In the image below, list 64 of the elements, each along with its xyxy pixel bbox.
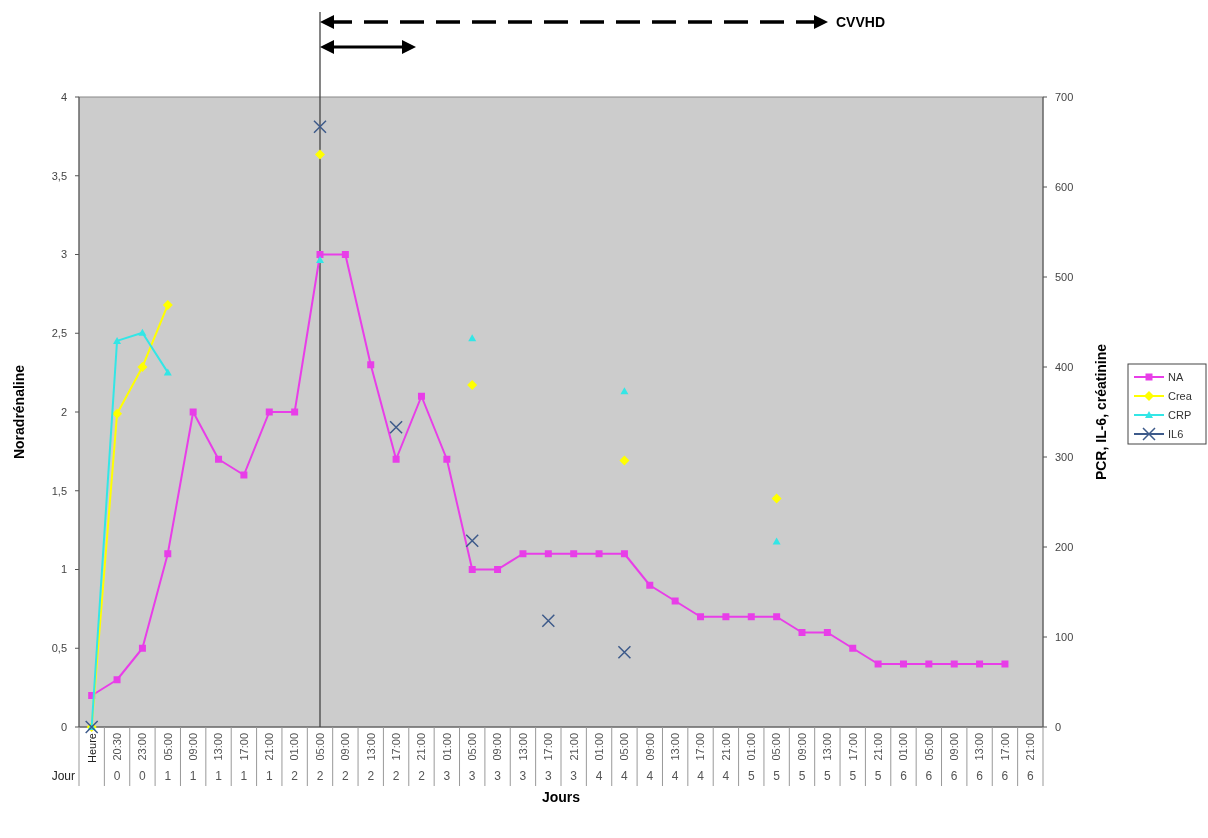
x-tick-label: 05:00 5 xyxy=(770,733,783,783)
x-tick-label: 21:00 6 xyxy=(1024,733,1037,783)
x-tick-label: 20:30 0 xyxy=(110,733,123,783)
x-tick-label: 13:00 3 xyxy=(516,733,529,783)
x-tick-label: 17:00 6 xyxy=(998,733,1011,783)
x-tick-label: 13:00 2 xyxy=(364,733,377,783)
x-tick-label: 21:00 1 xyxy=(263,733,276,783)
y-tick-label: 2 xyxy=(60,405,67,418)
x-tick-label: 21:00 3 xyxy=(567,733,580,783)
x-tick-label: 09:00 5 xyxy=(795,733,808,783)
x-tick-label: 01:00 6 xyxy=(897,733,910,783)
x-tick-label: 13:00 4 xyxy=(669,733,682,783)
x-tick-label: 01:00 5 xyxy=(745,733,758,783)
x-axis-title: Jours xyxy=(541,789,581,805)
x-tick-label: 05:00 3 xyxy=(466,733,479,783)
y2-tick-label: 300 xyxy=(1055,450,1074,463)
x-tick-label: 21:00 2 xyxy=(415,733,428,783)
y-tick-label: 3 xyxy=(60,248,67,261)
legend-label: NA xyxy=(1168,370,1184,383)
x-tick-label: 09:00 3 xyxy=(491,733,504,783)
y-tick-label: 3,5 xyxy=(51,169,67,182)
text: CVVHD xyxy=(836,13,886,30)
x-tick-label: 17:00 5 xyxy=(846,733,859,783)
x-tick-label: 21:00 5 xyxy=(871,733,884,783)
x-tick-label: 17:00 1 xyxy=(237,733,250,783)
y-tick-label: 1,5 xyxy=(51,484,67,497)
x-tick-label: 01:00 4 xyxy=(592,733,605,783)
y2-tick-label: 100 xyxy=(1055,630,1074,643)
y-tick-label: 4 xyxy=(60,90,67,103)
y-tick-label: 0,5 xyxy=(51,642,67,655)
y-tick-label: 2,5 xyxy=(51,327,67,340)
y2-tick-label: 700 xyxy=(1055,90,1074,103)
y2-tick-label: 600 xyxy=(1055,180,1074,193)
y-tick-label: 0 xyxy=(60,720,67,733)
y2-tick-label: 200 xyxy=(1055,540,1074,553)
x-tick-label: 17:00 3 xyxy=(542,733,555,783)
x-tick-label: 01:00 3 xyxy=(440,733,453,783)
x-tick-label: 17:00 4 xyxy=(694,733,707,783)
legend-label: CRP xyxy=(1168,408,1192,421)
x-tick-label: 05:00 6 xyxy=(922,733,935,783)
x-tick-label: 13:00 6 xyxy=(973,733,986,783)
x-tick-label: 21:00 4 xyxy=(719,733,732,783)
x-tick-label: 09:00 6 xyxy=(948,733,961,783)
text: Jour xyxy=(51,769,75,783)
x-tick-label: 23:00 0 xyxy=(136,733,149,783)
x-tick-label: 09:00 4 xyxy=(643,733,656,783)
x-tick-label: 05:00 1 xyxy=(161,733,174,783)
y2-axis-title: PCR, IL-6, créatinine xyxy=(1093,343,1109,481)
x-tick-label: 01:00 2 xyxy=(288,733,301,783)
x-tick-label: 13:00 5 xyxy=(821,733,834,783)
x-tick-label: 17:00 2 xyxy=(389,733,402,783)
y-axis-title: Noradrénaline xyxy=(11,364,27,460)
y2-tick-label: 500 xyxy=(1055,270,1074,283)
x-tick-label: 05:00 2 xyxy=(313,733,326,783)
x-tick-label: 13:00 1 xyxy=(212,733,225,783)
y2-tick-label: 0 xyxy=(1055,720,1062,733)
x-tick-label: 09:00 1 xyxy=(187,733,200,783)
y-tick-label: 1 xyxy=(60,563,67,576)
legend-label: IL6 xyxy=(1168,427,1184,440)
x-tick-label: 09:00 2 xyxy=(339,733,352,783)
x-tick-label: Heure xyxy=(85,733,98,763)
y2-tick-label: 400 xyxy=(1055,360,1074,373)
legend-label: Crea xyxy=(1168,389,1193,402)
x-tick-label: 05:00 4 xyxy=(618,733,631,783)
